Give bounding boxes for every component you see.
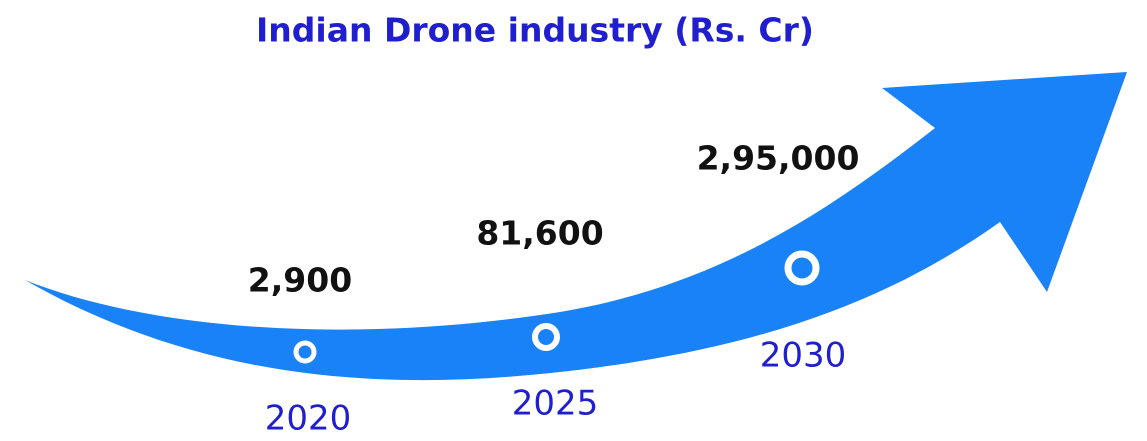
- milestone-ring: [784, 250, 820, 286]
- milestone-value: 2,95,000: [697, 139, 860, 178]
- milestone-ring: [532, 323, 560, 351]
- growth-arrow: [25, 72, 1127, 381]
- milestone-year: 2020: [265, 399, 352, 439]
- title: Indian Drone industry (Rs. Cr): [256, 11, 814, 50]
- milestone-ring: [293, 340, 317, 364]
- milestone-year: 2025: [512, 384, 599, 424]
- milestone-value: 2,900: [248, 261, 352, 300]
- milestone-value: 81,600: [476, 214, 603, 253]
- milestone-year: 2030: [760, 336, 847, 376]
